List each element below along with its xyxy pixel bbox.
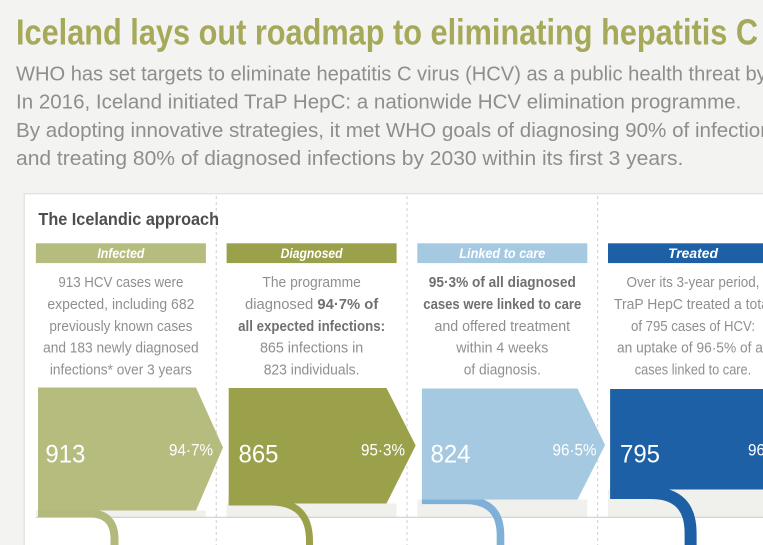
svg-text:The Icelandic approach: The Icelandic approach xyxy=(38,209,219,229)
svg-text:913: 913 xyxy=(45,441,85,469)
svg-text:865: 865 xyxy=(239,441,279,469)
svg-text:824: 824 xyxy=(431,441,471,469)
svg-text:Over its 3-year period,: Over its 3-year period, xyxy=(627,275,760,291)
svg-text:96·5%: 96·5% xyxy=(553,442,597,460)
svg-text:913 HCV cases were: 913 HCV cases were xyxy=(58,275,183,291)
svg-text:Diagnosed: Diagnosed xyxy=(281,246,344,261)
svg-text:expected, including 682: expected, including 682 xyxy=(47,297,194,313)
svg-text:of diagnosis.: of diagnosis. xyxy=(464,363,541,379)
svg-text:all expected infections:: all expected infections: xyxy=(238,319,385,335)
svg-text:95·3%: 95·3% xyxy=(361,442,405,460)
svg-text:865 infections in: 865 infections in xyxy=(260,341,363,357)
svg-text:of 795 cases of HCV:: of 795 cases of HCV: xyxy=(631,319,755,335)
svg-text:In 2016, Iceland initiated Tra: In 2016, Iceland initiated TraP HepC: a … xyxy=(16,91,741,114)
svg-text:By adopting innovative strateg: By adopting innovative strategies, it me… xyxy=(16,119,763,142)
svg-text:within 4 weeks: within 4 weeks xyxy=(455,341,548,357)
svg-text:Treated: Treated xyxy=(668,246,719,261)
svg-text:cases were linked to care: cases were linked to care xyxy=(423,297,581,313)
svg-text:823 individuals.: 823 individuals. xyxy=(264,363,360,379)
svg-text:and offered treatment: and offered treatment xyxy=(434,319,570,335)
svg-text:Iceland lays out roadmap to el: Iceland lays out roadmap to eliminating … xyxy=(16,12,758,53)
svg-text:previously known cases: previously known cases xyxy=(49,319,192,335)
svg-text:and 183 newly diagnosed: and 183 newly diagnosed xyxy=(43,341,199,357)
svg-text:cases linked to care.: cases linked to care. xyxy=(635,363,751,379)
svg-text:an uptake of 96·5% of all: an uptake of 96·5% of all xyxy=(617,341,763,357)
svg-text:94·7%: 94·7% xyxy=(169,442,213,460)
svg-text:infections* over 3 years: infections* over 3 years xyxy=(50,363,192,379)
svg-text:TraP HepC treated a total: TraP HepC treated a total xyxy=(614,297,763,313)
svg-text:Linked to care: Linked to care xyxy=(459,246,545,261)
svg-text:95·3% of all diagnosed: 95·3% of all diagnosed xyxy=(429,275,576,291)
svg-text:diagnosed 94·7% of: diagnosed 94·7% of xyxy=(245,297,378,313)
svg-text:795: 795 xyxy=(620,441,660,469)
svg-text:96·3%: 96·3% xyxy=(748,442,763,460)
svg-text:Infected: Infected xyxy=(97,246,145,261)
svg-text:and treating 80% of diagnosed: and treating 80% of diagnosed infections… xyxy=(16,147,683,170)
svg-text:The programme: The programme xyxy=(262,275,360,291)
svg-text:WHO has set targets to elimina: WHO has set targets to eliminate hepatit… xyxy=(16,63,763,86)
